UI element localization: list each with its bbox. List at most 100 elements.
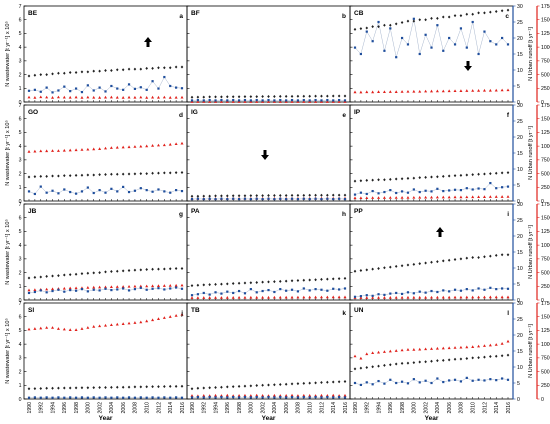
wastewater-point	[180, 170, 184, 174]
wastewater-point	[424, 18, 427, 22]
industrial-point	[506, 295, 510, 299]
wastewater-point	[365, 26, 369, 30]
industrial-point	[465, 195, 469, 199]
runoff-point	[214, 99, 217, 102]
wastewater-point	[104, 270, 107, 274]
runoff-point	[92, 191, 95, 195]
industrial-point	[400, 348, 404, 352]
industrial-tick-label: 1250	[541, 130, 550, 136]
industrial-point	[488, 343, 492, 347]
wastewater-tick-label: 1	[19, 383, 22, 389]
industrial-point	[382, 296, 386, 299]
industrial-point	[139, 284, 143, 288]
industrial-point	[68, 328, 72, 331]
industrial-point	[139, 95, 143, 99]
runoff-point	[343, 396, 347, 399]
wastewater-point	[430, 260, 433, 264]
runoff-point	[208, 293, 211, 296]
x-tick-label: 2006	[447, 402, 453, 414]
wastewater-point	[86, 173, 90, 177]
panel-code: SI	[28, 307, 34, 314]
industrial-tick-label: 1500	[541, 216, 550, 222]
wastewater-point	[296, 94, 300, 98]
runoff-point	[320, 99, 323, 102]
runoff-point	[406, 43, 410, 46]
industrial-point	[406, 348, 410, 351]
wastewater-point	[27, 387, 31, 391]
wastewater-point	[208, 283, 211, 287]
runoff-point	[412, 188, 415, 191]
wastewater-point	[302, 94, 306, 98]
wastewater-point	[343, 94, 347, 98]
runoff-point	[69, 90, 72, 93]
runoff-point	[267, 395, 270, 399]
runoff-point	[104, 191, 107, 194]
runoff-point	[220, 395, 223, 399]
runoff-point	[104, 396, 107, 399]
wastewater-point	[290, 193, 294, 197]
wastewater-point	[255, 384, 259, 388]
runoff-point	[395, 191, 398, 195]
runoff-point	[237, 99, 241, 102]
x-tick-label: 2004	[435, 402, 441, 414]
runoff-point	[506, 185, 510, 188]
industrial-point	[477, 88, 481, 92]
industrial-point	[133, 321, 137, 324]
runoff-point	[98, 289, 101, 292]
wastewater-point	[326, 94, 329, 98]
runoff-point	[80, 190, 84, 193]
industrial-point	[418, 89, 422, 93]
runoff-point	[371, 294, 374, 297]
runoff-point	[296, 197, 300, 201]
industrial-tick-label: 1000	[541, 45, 550, 51]
wastewater-point	[494, 253, 498, 257]
runoff-point	[122, 396, 125, 399]
wastewater-point	[284, 279, 288, 283]
wastewater-point	[371, 25, 374, 29]
x-tick-label: 2010	[144, 402, 150, 414]
wastewater-point	[506, 353, 510, 357]
wastewater-point	[353, 367, 357, 371]
wastewater-point	[68, 273, 72, 277]
x-tick-label: 2008	[459, 402, 465, 414]
wastewater-point	[412, 176, 416, 180]
wastewater-axis-label: N wastewater [t yr⁻¹] x 10⁵	[4, 21, 11, 87]
runoff-tick-label: 0	[517, 397, 520, 403]
runoff-point	[57, 288, 60, 291]
wastewater-point	[39, 386, 43, 390]
runoff-point	[237, 289, 241, 293]
runoff-point	[448, 36, 451, 40]
runoff-point	[45, 396, 48, 399]
wastewater-point	[151, 171, 154, 175]
runoff-point	[163, 396, 166, 399]
wastewater-tick-label: 6	[19, 315, 22, 321]
runoff-point	[180, 189, 184, 193]
wastewater-point	[400, 264, 404, 268]
industrial-tick-label: 250	[541, 284, 550, 290]
wastewater-point	[231, 282, 235, 286]
wastewater-point	[273, 194, 276, 198]
wastewater-point	[371, 365, 374, 369]
wastewater-point	[320, 381, 323, 385]
industrial-point	[156, 95, 160, 99]
x-tick-label: 2014	[331, 402, 337, 414]
industrial-point	[337, 295, 341, 299]
wastewater-tick-label: 3	[19, 158, 22, 164]
industrial-point	[453, 89, 457, 93]
wastewater-point	[477, 172, 480, 176]
runoff-point	[63, 188, 66, 191]
wastewater-point	[261, 383, 264, 387]
wastewater-point	[353, 179, 357, 183]
runoff-point	[471, 188, 474, 191]
industrial-point	[459, 345, 463, 349]
wastewater-tick-label: 7	[19, 4, 22, 10]
runoff-point	[483, 188, 486, 191]
runoff-point	[39, 185, 42, 188]
wastewater-tick-label: 6	[19, 117, 22, 123]
industrial-point	[51, 326, 55, 329]
runoff-point	[51, 91, 54, 94]
runoff-point	[243, 197, 247, 200]
runoff-point	[477, 52, 480, 56]
industrial-point	[56, 95, 60, 99]
industrial-point	[412, 89, 416, 93]
